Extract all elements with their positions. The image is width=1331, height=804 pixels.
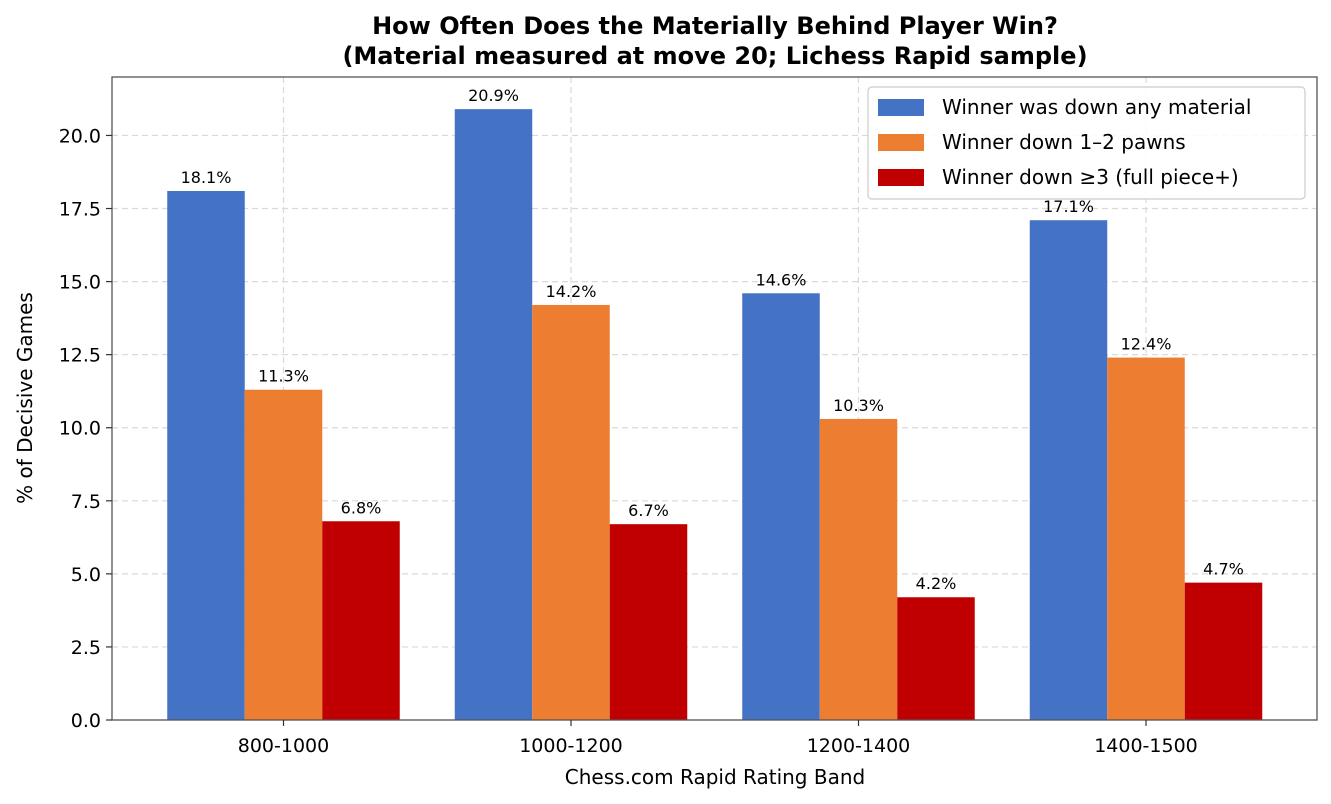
x-axis-label: Chess.com Rapid Rating Band [565, 765, 865, 789]
chart-title: How Often Does the Materially Behind Pla… [372, 12, 1058, 40]
y-axis-label: % of Decisive Games [13, 292, 37, 504]
bar [1184, 582, 1263, 720]
y-tick-label: 20.0 [59, 125, 101, 147]
bar-value-label: 14.2% [546, 282, 597, 301]
bar-value-label: 6.7% [628, 501, 669, 520]
bar-value-label: 4.2% [916, 574, 957, 593]
legend-swatch [878, 99, 924, 116]
y-tick-label: 0.0 [71, 710, 101, 732]
bar-value-label: 12.4% [1121, 335, 1172, 354]
bar-value-label: 6.8% [341, 498, 382, 517]
bar-value-label: 20.9% [468, 86, 519, 105]
y-tick-label: 10.0 [59, 418, 101, 440]
y-tick-label: 12.5 [59, 345, 101, 367]
legend-swatch [878, 169, 924, 186]
y-tick-label: 7.5 [71, 491, 101, 513]
bar [244, 389, 323, 720]
y-tick-label: 15.0 [59, 272, 101, 294]
bar-value-label: 14.6% [756, 270, 807, 289]
y-tick-label: 2.5 [71, 637, 101, 659]
legend-box [867, 86, 1306, 200]
bar-value-label: 17.1% [1043, 197, 1094, 216]
bar [167, 190, 245, 721]
plot-frame [111, 76, 1318, 721]
bar-value-label: 4.7% [1203, 560, 1244, 579]
bar [322, 521, 400, 720]
legend-entry: Winner was down any material [942, 95, 1251, 119]
x-tick-label: 1400-1500 [1094, 735, 1198, 757]
legend: Winner was down any material Winner down … [867, 86, 1306, 200]
bar [742, 293, 820, 720]
chart-subtitle: (Material measured at move 20; Lichess R… [342, 42, 1087, 70]
bar [819, 418, 898, 720]
bar [532, 304, 610, 720]
bar [1107, 357, 1185, 720]
legend-swatch [878, 134, 924, 151]
legend-entry: Winner down ≥3 (full piece+) [942, 165, 1239, 189]
x-tick-label: 1000-1200 [519, 735, 623, 757]
legend-entry: Winner down 1–2 pawns [942, 130, 1186, 154]
x-axis-ticks: 800-1000 1000-1200 1200-1400 1400-1500 [238, 720, 1198, 757]
x-tick-label: 800-1000 [238, 735, 329, 757]
bar [1029, 220, 1108, 721]
x-tick-label: 1200-1400 [807, 735, 911, 757]
bar-value-label: 18.1% [181, 168, 232, 187]
bar-value-label: 11.3% [258, 367, 309, 386]
bar-value-label: 10.3% [833, 396, 884, 415]
y-axis-ticks: 0.0 2.5 5.0 7.5 10.0 12.5 15.0 17.5 20.0 [59, 125, 112, 732]
bar [897, 597, 975, 720]
y-tick-label: 17.5 [59, 199, 101, 221]
bar [454, 109, 533, 720]
bar [609, 524, 688, 720]
y-tick-label: 5.0 [71, 564, 101, 586]
bars [167, 109, 1263, 721]
bar-value-labels: 18.1% 20.9% 14.6% 17.1% 11.3% 14.2% 10.3% 12.4%… [181, 86, 1244, 593]
